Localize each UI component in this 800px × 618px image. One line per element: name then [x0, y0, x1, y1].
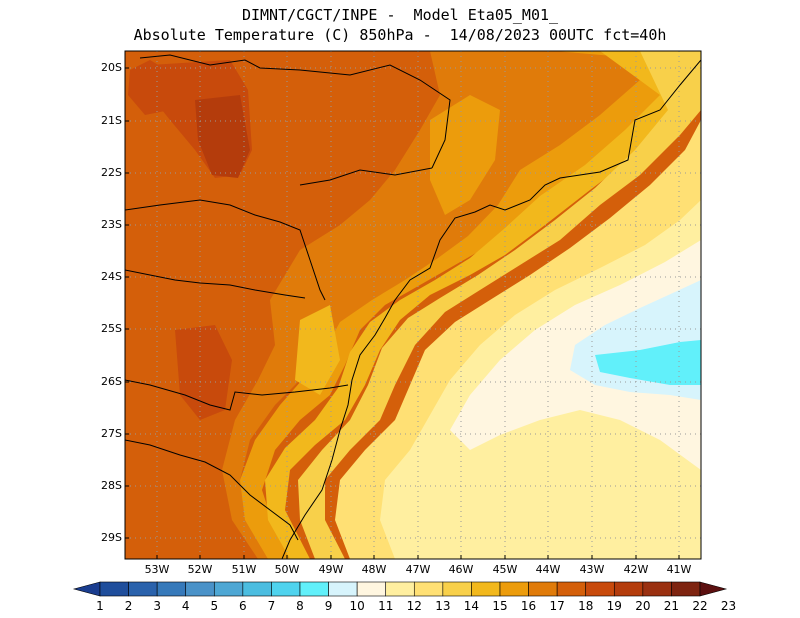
- lon-label-47w: 47W: [405, 563, 431, 576]
- colorbar-swatch: [499, 581, 529, 597]
- state-border-rs: [125, 439, 299, 541]
- colorbar-swatch: [242, 581, 272, 597]
- state-border-north: [139, 54, 451, 169]
- colorbar-swatch: [128, 581, 158, 597]
- colorbar-swatch: [528, 581, 558, 597]
- temp-21-core: [195, 95, 250, 178]
- lon-label-42w: 42W: [623, 563, 649, 576]
- lat-label-21s: 21S: [101, 114, 122, 127]
- colorbar-swatch: [413, 581, 444, 597]
- colorbar-swatch: [99, 581, 129, 597]
- lat-label-22s: 22S: [101, 166, 122, 179]
- colorbar-swatch: [356, 581, 387, 597]
- lon-label-45w: 45W: [492, 563, 518, 576]
- lon-label-53w: 53W: [144, 563, 170, 576]
- colorbar-swatch: [299, 581, 329, 597]
- colorbar-label: 9: [324, 599, 333, 613]
- colorbar-swatch: [328, 581, 358, 597]
- colorbar-label: 15: [492, 599, 508, 613]
- colorbar-swatch: [613, 581, 644, 597]
- lon-label-41w: 41W: [666, 563, 692, 576]
- temperature-field: [125, 51, 701, 559]
- lat-label-24s: 24S: [101, 270, 122, 283]
- colorbar-swatch: [385, 581, 415, 597]
- colorbar-label: 12: [406, 599, 422, 613]
- title-line-1: DIMNT/CGCT/INPE - Model Eta05_M01_: [241, 6, 559, 24]
- colorbar-label: 5: [210, 599, 219, 613]
- lat-label-26s: 26S: [101, 375, 122, 388]
- colorbar-swatch: [585, 581, 615, 597]
- colorbar-label: 8: [296, 599, 304, 613]
- lat-label-23s: 23S: [101, 218, 122, 231]
- axis-ticks: [125, 67, 680, 559]
- coastline: [281, 59, 701, 559]
- colorbar-label: 3: [153, 599, 161, 613]
- colorbar-swatch: [671, 581, 701, 597]
- colorbar-label: 1: [96, 599, 104, 613]
- state-border-river: [125, 269, 306, 299]
- colorbar-label: 20: [635, 599, 651, 613]
- temp-16-patch: [295, 305, 340, 395]
- colorbar-label: 23: [720, 599, 737, 613]
- colorbar-swatch: [642, 581, 672, 597]
- colorbar-label: 18: [578, 599, 594, 613]
- colorbar-swatch: [72, 581, 101, 597]
- colorbar-label: 7: [267, 599, 276, 613]
- colorbar-swatch: [556, 581, 587, 597]
- lon-label-49w: 49W: [318, 563, 344, 576]
- colorbar-swatch: [699, 581, 728, 597]
- colorbar-label: 10: [349, 599, 365, 613]
- temp-16-band: [265, 51, 701, 559]
- colorbar-label: 4: [181, 599, 190, 613]
- colorbar-label: 22: [692, 599, 708, 613]
- lat-label-29s: 29S: [101, 531, 122, 544]
- colorbar-swatch: [185, 581, 215, 597]
- lon-label-52w: 52W: [187, 563, 213, 576]
- lon-label-43w: 43W: [579, 563, 605, 576]
- colorbar-label: 16: [520, 599, 537, 613]
- graticule: [125, 51, 701, 559]
- title-line-2: Absolute Temperature (C) 850hPa - 14/08/…: [133, 26, 667, 44]
- colorbar: [72, 581, 728, 597]
- lat-label-27s: 27S: [101, 427, 122, 440]
- temp-20-core-west: [128, 60, 175, 115]
- lon-label-44w: 44W: [535, 563, 561, 576]
- coastline-borders: [125, 54, 701, 559]
- colorbar-swatch: [442, 581, 472, 597]
- lon-label-48w: 48W: [361, 563, 387, 576]
- lat-label-20s: 20S: [101, 61, 122, 74]
- state-border-sc: [125, 379, 349, 411]
- colorbar-swatch: [471, 581, 501, 597]
- lat-label-25s: 25S: [101, 322, 122, 335]
- colorbar-swatch: [271, 581, 301, 597]
- colorbar-label: 2: [124, 599, 133, 613]
- colorbar-label: 11: [378, 599, 394, 613]
- lat-label-28s: 28S: [101, 479, 122, 492]
- colorbar-label: 13: [435, 599, 451, 613]
- colorbar-label: 19: [606, 599, 622, 613]
- colorbar-label: 6: [239, 599, 247, 613]
- colorbar-swatch: [213, 581, 244, 597]
- lon-label-46w: 46W: [448, 563, 474, 576]
- state-border-pr-sp: [125, 199, 326, 301]
- colorbar-swatch: [156, 581, 187, 597]
- state-border-mg: [299, 167, 433, 186]
- plot-frame: [124, 50, 702, 560]
- colorbar-label: 21: [663, 599, 680, 613]
- lon-label-51w: 51W: [231, 563, 257, 576]
- colorbar-label: 14: [463, 599, 480, 613]
- temp-10-region: [595, 340, 701, 385]
- lon-label-50w: 50W: [274, 563, 300, 576]
- colorbar-label: 17: [549, 599, 565, 613]
- temp-17-inland: [430, 95, 500, 215]
